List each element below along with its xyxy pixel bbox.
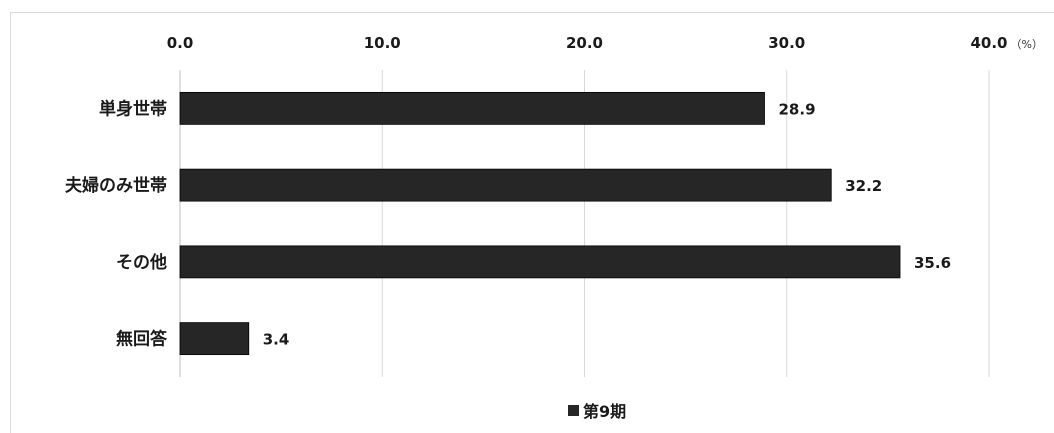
legend: 第9期	[568, 402, 626, 421]
bar	[179, 168, 832, 202]
data-label: 3.4	[263, 331, 290, 349]
x-tick-label: 0.0	[167, 34, 194, 52]
data-labels: 28.9 32.2 35.6 3.4	[263, 100, 951, 348]
bars	[179, 91, 901, 356]
category-label: 無回答	[116, 329, 168, 350]
data-label: 28.9	[779, 100, 816, 118]
data-label: 35.6	[914, 254, 951, 272]
bar	[179, 245, 901, 279]
bar	[179, 91, 765, 125]
x-tick-label: 10.0	[364, 34, 401, 52]
bar	[179, 322, 250, 356]
category-label: 単身世帯	[99, 98, 167, 119]
x-tick-label: 20.0	[566, 34, 603, 52]
x-tick-label: 40.0	[970, 34, 1007, 52]
chart-frame	[10, 12, 1054, 433]
legend-label: 第9期	[583, 402, 626, 421]
legend-swatch	[568, 405, 579, 416]
x-axis-ticks: 0.0 10.0 20.0 30.0 40.0	[167, 34, 1008, 52]
category-label: 夫婦のみ世帯	[65, 175, 167, 196]
category-label: その他	[116, 252, 167, 273]
unit-label: （%）	[1011, 38, 1043, 51]
data-label: 32.2	[845, 177, 882, 195]
x-tick-label: 30.0	[768, 34, 805, 52]
